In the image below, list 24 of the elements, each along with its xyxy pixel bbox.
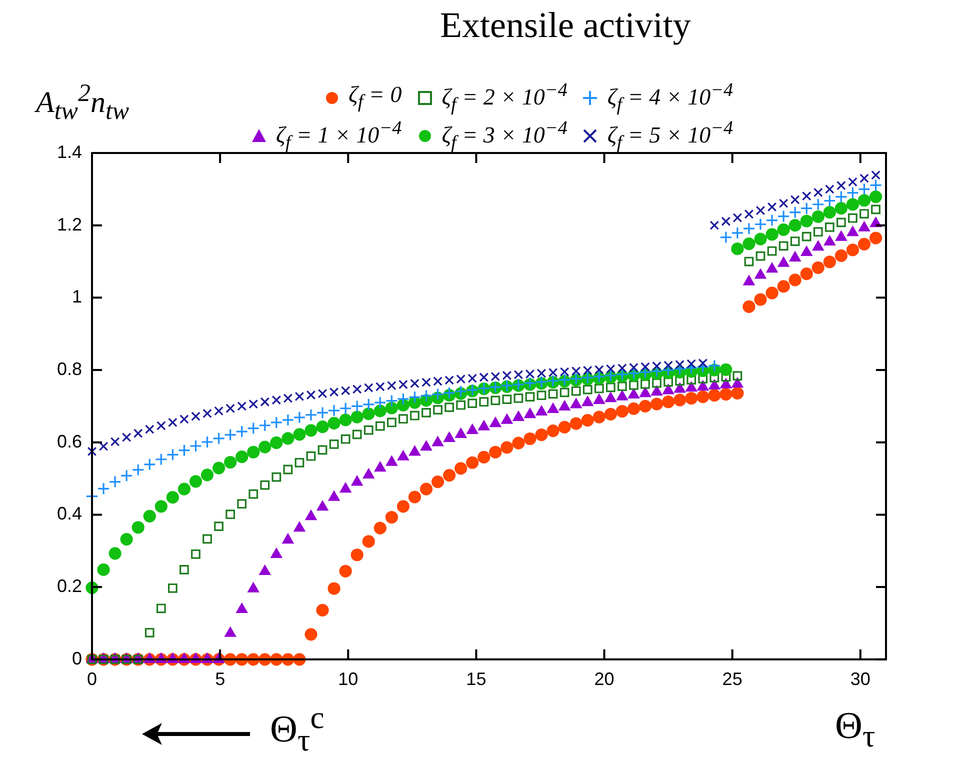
y-tick-label: 1.4 xyxy=(56,142,82,162)
legend-label: ζ$_{f}$ = 3 × 10$^{−4}$ xyxy=(442,118,568,154)
x-tick-label: 30 xyxy=(850,669,870,690)
y-tick-label: 0 xyxy=(72,648,82,668)
legend-label: ζ$_{f}$ = 0 xyxy=(348,82,402,114)
y-tick-label: 1 xyxy=(72,286,82,307)
x-tick-label: 15 xyxy=(466,669,486,690)
y-tick-label: 0.4 xyxy=(56,504,82,524)
x-tick-label: 25 xyxy=(722,669,742,690)
y-tick-label: 0.8 xyxy=(56,358,82,379)
y-tick-label: 0.2 xyxy=(56,576,82,596)
legend-label: ζ$_{f}$ = 4 × 10$^{−4}$ xyxy=(607,80,734,116)
y-axis-title: A$_{tw}$$^{2}$n$_{tw}$ xyxy=(36,80,130,126)
chart-title: Extensile activity xyxy=(440,4,691,46)
x-tick-label: 10 xyxy=(338,669,358,690)
legend-label: ζ$_{f}$ = 5 × 10$^{−4}$ xyxy=(607,118,734,154)
legend-label: ζ$_{f}$ = 1 × 10$^{−4}$ xyxy=(276,118,402,154)
y-tick-label: 0.6 xyxy=(56,431,82,452)
y-tick-label: 1.2 xyxy=(56,214,82,234)
x-tick-label: 5 xyxy=(215,669,226,690)
x-tick-label: 0 xyxy=(86,669,98,690)
legend-label: ζ$_{f}$ = 2 × 10$^{−4}$ xyxy=(442,80,568,116)
x-axis-title: Θ$_{τ}$ xyxy=(835,704,876,755)
x-tick-label: 20 xyxy=(594,669,614,690)
